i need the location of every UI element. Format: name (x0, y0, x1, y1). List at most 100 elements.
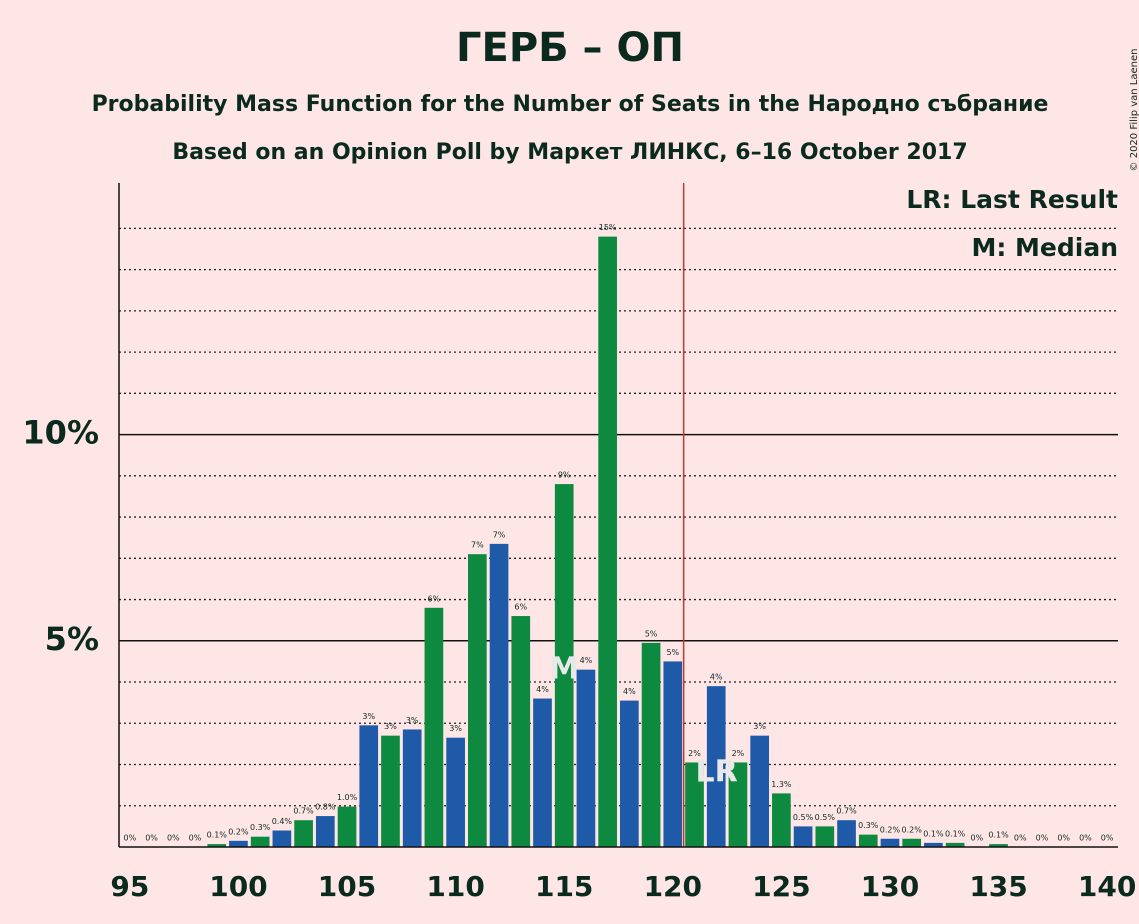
copyright: © 2020 Filip van Laenen (1129, 49, 1139, 172)
value-label: 0.3% (858, 821, 879, 830)
bar (858, 834, 878, 847)
x-tick-label: 130 (861, 870, 919, 903)
last-result-marker: LR (696, 755, 738, 790)
value-label: 0.7% (293, 807, 314, 816)
value-label: 0.1% (945, 829, 966, 838)
value-label: 0.8% (315, 803, 336, 812)
bar (793, 826, 813, 847)
bar (924, 842, 943, 847)
chart-subtitle: Based on an Opinion Poll by Маркет ЛИНКС… (172, 140, 967, 165)
chart-subtitle: Probability Mass Function for the Number… (92, 92, 1049, 117)
value-label: 0.1% (988, 831, 1009, 840)
value-label: 1.3% (771, 780, 792, 789)
value-label: 4% (710, 673, 723, 682)
x-tick-label: 110 (426, 870, 484, 903)
value-label: 0% (1101, 834, 1114, 843)
value-label: 5% (645, 629, 658, 638)
value-label: 3% (362, 712, 375, 721)
median-marker: M (549, 652, 579, 687)
bar (402, 729, 422, 847)
x-tick-label: 140 (1078, 870, 1136, 903)
x-tick-label: 95 (110, 870, 149, 903)
value-label: 3% (449, 724, 462, 733)
bar (815, 826, 835, 847)
value-label: 0% (1079, 834, 1092, 843)
value-label: 0% (1014, 834, 1027, 843)
value-label: 0.2% (902, 825, 923, 834)
bar (489, 543, 509, 847)
bar (663, 661, 683, 847)
value-label: 4% (623, 687, 636, 696)
y-tick-label: 5% (45, 620, 99, 658)
bar (576, 669, 596, 847)
bar (250, 836, 270, 847)
bar (598, 236, 617, 847)
value-label: 3% (406, 716, 419, 725)
value-label: 4% (536, 685, 549, 694)
bar (337, 806, 357, 847)
bar (467, 554, 487, 847)
bar (620, 700, 639, 847)
legend-entry: LR: Last Result (906, 185, 1118, 214)
value-label: 3% (753, 722, 766, 731)
bar (989, 844, 1008, 847)
y-tick-label: 10% (22, 414, 99, 452)
value-label: 0% (189, 834, 202, 843)
bar (315, 816, 335, 847)
bar (706, 686, 726, 847)
value-label: 7% (493, 530, 506, 539)
chart-title: ГЕРБ – ОП (456, 25, 684, 71)
value-label: 2% (732, 749, 745, 758)
bar (381, 735, 400, 847)
value-label: 2% (688, 749, 701, 758)
bar (511, 616, 531, 847)
x-tick-label: 100 (209, 870, 267, 903)
value-label: 0.1% (207, 831, 228, 840)
value-label: 1.0% (337, 793, 358, 802)
value-label: 4% (580, 656, 593, 665)
value-label: 0.7% (836, 807, 857, 816)
bar (772, 793, 791, 847)
value-label: 0.5% (793, 813, 814, 822)
value-label: 0.4% (272, 817, 293, 826)
bar (641, 642, 661, 847)
bar (359, 725, 379, 847)
value-label: 15% (599, 223, 617, 232)
value-label: 0.2% (228, 827, 249, 836)
value-label: 0% (124, 834, 137, 843)
bar (837, 820, 856, 847)
legend-entry: M: Median (971, 233, 1118, 262)
bar (880, 838, 900, 847)
bar (685, 762, 704, 847)
value-label: 0.1% (923, 829, 944, 838)
value-label: 7% (471, 541, 484, 550)
value-label: 5% (666, 648, 679, 657)
bar (902, 838, 922, 847)
value-label: 3% (384, 722, 397, 731)
bar (446, 737, 465, 847)
value-label: 0% (145, 834, 158, 843)
x-tick-label: 120 (644, 870, 702, 903)
value-label: 0% (1036, 834, 1049, 843)
bar (207, 844, 227, 847)
bar (229, 840, 248, 847)
value-label: 0.2% (880, 825, 901, 834)
x-tick-label: 115 (535, 870, 593, 903)
value-label: 6% (514, 603, 527, 612)
value-label: 0.5% (815, 813, 836, 822)
value-label: 0% (970, 834, 983, 843)
bar (554, 484, 574, 847)
x-tick-label: 135 (969, 870, 1027, 903)
value-label: 0% (167, 834, 180, 843)
bar (294, 820, 313, 847)
value-label: 0% (1057, 834, 1070, 843)
value-label: 9% (558, 471, 571, 480)
value-label: 0.3% (250, 823, 271, 832)
bar (728, 762, 748, 847)
value-label: 6% (428, 594, 441, 603)
bar (424, 607, 444, 847)
x-tick-label: 105 (318, 870, 376, 903)
bar (533, 698, 552, 847)
bar (272, 830, 292, 847)
